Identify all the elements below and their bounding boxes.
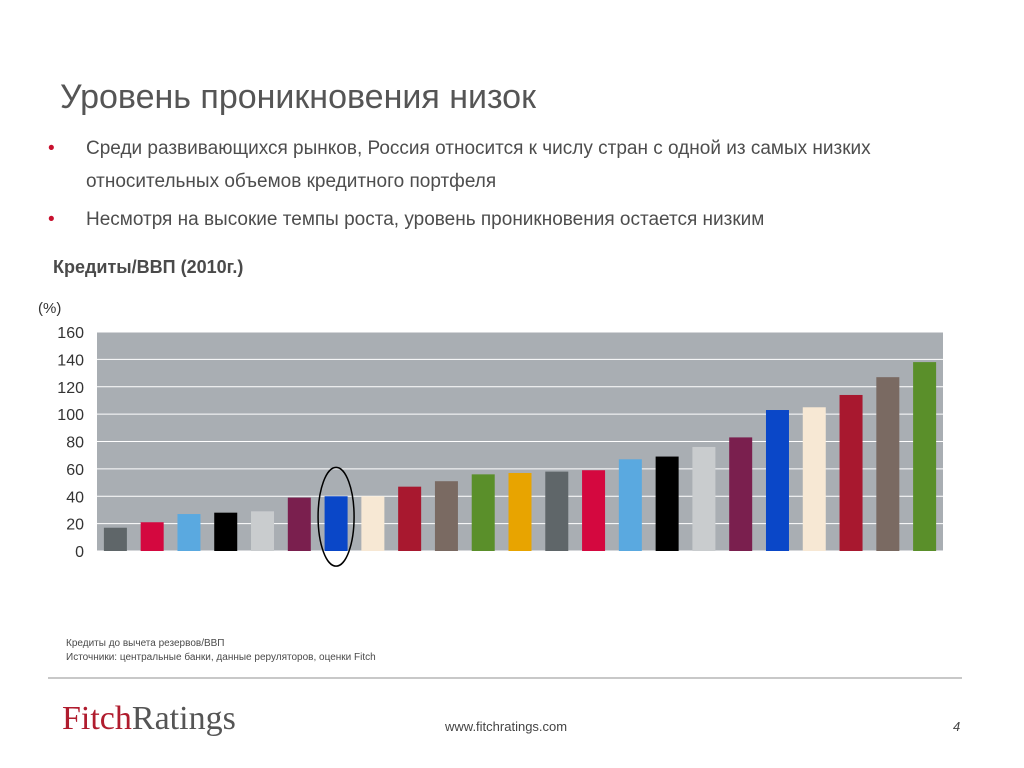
bullet-item: • Несмотря на высокие темпы роста, урове… [48, 203, 978, 236]
x-tick-label: Литва [646, 560, 676, 590]
bar [913, 362, 937, 551]
x-tick-label: Венгрия [601, 561, 639, 599]
bar [251, 511, 275, 551]
fitch-ratings-logo: FitchRatings [62, 700, 236, 738]
bar [434, 481, 458, 551]
logo-fitch: Fitch [62, 700, 132, 737]
y-tick-label: 0 [75, 544, 84, 561]
bar [471, 474, 495, 551]
bar [324, 496, 348, 551]
x-tick-label: Египет [276, 561, 309, 594]
x-tick-label: Тайвань [895, 560, 933, 598]
bullet-list: • Среди развивающихся рынков, Россия отн… [48, 132, 978, 236]
bar [765, 410, 789, 551]
bullet-item: • Среди развивающихся рынков, Россия отн… [48, 132, 978, 198]
x-tick-label: Бразилия [376, 561, 419, 604]
x-tick-label: Чили [686, 561, 713, 588]
y-axis-unit-label: (%) [38, 300, 62, 317]
x-tick-label: Казахстан [227, 561, 272, 606]
bar [876, 377, 900, 551]
bar [177, 514, 201, 551]
y-tick-label: 80 [66, 435, 84, 452]
x-tick-label: Беларусь [560, 560, 603, 603]
bar [655, 456, 679, 551]
x-tick-label: Турция [422, 561, 456, 595]
y-tick-label: 100 [57, 407, 84, 424]
grid-lines [97, 331, 943, 552]
plot-background [97, 332, 943, 551]
footer-divider [48, 677, 962, 679]
x-tick-label: Эстония [748, 561, 787, 600]
chart-title: Кредиты/ВВП (2010г.) [53, 257, 244, 277]
x-tick-label: Польша [455, 560, 493, 598]
y-tick-label: 160 [57, 325, 84, 342]
bar [140, 522, 164, 551]
bar [545, 471, 569, 551]
bar [692, 446, 716, 551]
bar [802, 407, 826, 551]
highlight-layer [317, 466, 355, 567]
bar [398, 486, 422, 551]
y-tick-label: 60 [66, 462, 84, 479]
bar [103, 527, 127, 551]
bar [729, 437, 753, 551]
bullet-dot: • [48, 138, 55, 159]
footer-url[interactable]: www.fitchratings.com [445, 719, 568, 734]
bar [361, 496, 385, 551]
bullet-text: Среди развивающихся рынков, Россия относ… [86, 138, 871, 192]
page-number: 4 [953, 719, 961, 734]
highlight-ellipse [317, 466, 355, 567]
bar [287, 497, 311, 551]
y-tick-label: 140 [57, 352, 84, 369]
x-tick-label: Китай [867, 561, 897, 591]
slide-title: Уровень проникновения низок [60, 78, 536, 116]
x-tick-label: Россия [311, 561, 345, 595]
x-tick-label: Ю.Африка [703, 560, 750, 607]
bars [103, 362, 937, 551]
bullet-text: Несмотря на высокие темпы роста, уровень… [86, 209, 765, 230]
x-tick-label: Латвия [826, 561, 860, 595]
footnote-definition: Кредиты до вычета резервов/ВВП [66, 638, 225, 649]
x-tick-label: Грузия [202, 561, 235, 594]
y-tick-label: 120 [57, 380, 84, 397]
x-tick-label: Чехия [536, 561, 566, 591]
logo-ratings: Ratings [131, 700, 236, 737]
y-tick-label: 40 [66, 489, 84, 506]
y-tick-labels: 0 20 40 60 80 100 120 140 160 [57, 325, 84, 561]
bar [582, 470, 606, 551]
x-tick-label: Румыния [341, 561, 382, 602]
bar [508, 472, 532, 551]
bar [214, 512, 238, 551]
y-tick-label: 20 [66, 517, 84, 534]
bullet-dot: • [48, 209, 55, 230]
bar [618, 459, 642, 551]
x-tick-label: Украина [491, 560, 530, 599]
footnote-sources: Источники: центральные банки, данные рер… [66, 652, 376, 663]
x-tick-label: Ю. Корея [781, 561, 823, 603]
x-tick-label: Мексика [86, 560, 126, 600]
bar [839, 394, 863, 551]
x-tick-label: Армения [158, 561, 199, 602]
x-tick-label: Азербайджан [104, 561, 161, 618]
